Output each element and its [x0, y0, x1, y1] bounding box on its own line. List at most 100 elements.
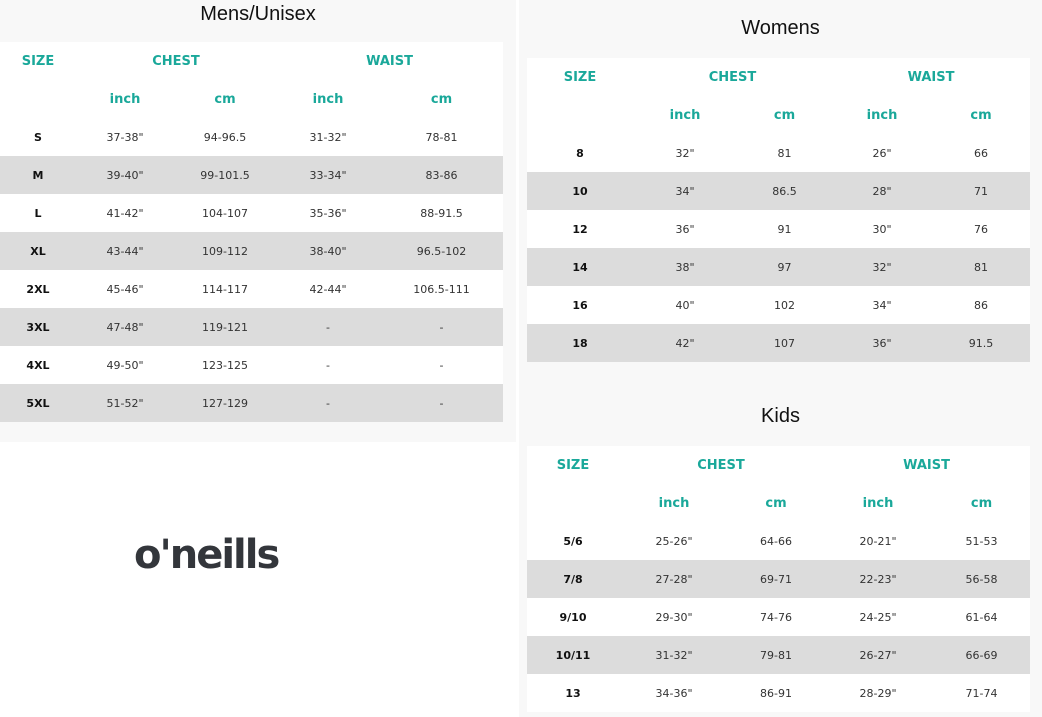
- mens-title: Mens/Unisex: [200, 3, 316, 25]
- chest-cm-header: cm: [773, 107, 796, 123]
- table-row: 4XL 49-50" 123-125 - -: [0, 346, 503, 384]
- header-row: SIZE CHEST WAIST: [527, 446, 1030, 484]
- waist-inch-cell: 26-27": [823, 636, 933, 674]
- chest-inch-cell: 29-30": [655, 610, 693, 624]
- waist-inch-cell: 31-32": [309, 130, 347, 144]
- size-cell: 10/11: [527, 636, 619, 674]
- table-row: 8 32" 81 26" 66: [527, 134, 1030, 172]
- waist-cm-cell: 81: [932, 248, 1031, 286]
- chest-header: CHEST: [708, 69, 757, 85]
- oneills-logo: o'neills: [134, 532, 280, 578]
- waist-cm-cell: 51-53: [965, 534, 998, 548]
- waist-cm-cell: 76: [974, 222, 988, 236]
- size-cell: S: [34, 130, 42, 144]
- table-row: 5XL 51-52" 127-129- -: [0, 384, 504, 422]
- chest-header: CHEST: [152, 53, 200, 69]
- waist-cm-cell: 66-69: [933, 636, 1031, 674]
- table-row: 12 36" 91 30" 76: [527, 210, 1030, 248]
- table-row: 7/8 27-28" 69-71 22-23" 56-58: [527, 560, 1031, 598]
- chest-cm-header: cm: [765, 495, 787, 511]
- waist-inch-cell: 35-36": [309, 206, 347, 220]
- size-cell: 14: [527, 248, 633, 286]
- chest-inch-header: inch: [669, 107, 701, 123]
- table-row: 10/11 31-32" 79-81 26-27" 66-69: [527, 636, 1031, 674]
- chest-inch-cell: 51-52": [76, 384, 174, 422]
- chest-inch-cell: 47-48": [76, 308, 174, 346]
- waist-inch-cell: 22-23": [823, 560, 933, 598]
- size-cell: L: [34, 206, 42, 220]
- chest-cm-header: cm: [214, 91, 236, 107]
- table-row: 10 34" 86.5 28" 71: [527, 172, 1031, 210]
- waist-cm-cell: 71: [932, 172, 1031, 210]
- waist-inch-cell: -: [276, 308, 380, 346]
- size-cell: 5/6: [563, 534, 583, 548]
- table-row: M 39-40" 99-101.5 33-34" 83-86: [0, 156, 504, 194]
- size-cell: 4XL: [26, 358, 50, 372]
- chest-cm-cell: 64-66: [760, 534, 792, 548]
- chest-inch-cell: 36": [675, 222, 695, 236]
- womens-size-table: SIZE CHEST WAIST inch cm inch cm 8 32" 81 26" 66 10 3…: [527, 58, 1031, 362]
- table-row: S 37-38" 94-96.5 31-32" 78-81: [0, 118, 503, 156]
- chest-cm-cell: 86.5: [737, 172, 832, 210]
- chest-cm-cell: 97: [737, 248, 832, 286]
- waist-cm-cell: 78-81: [425, 130, 458, 144]
- size-cell: 12: [572, 222, 588, 236]
- size-cell: XL: [0, 232, 76, 270]
- size-header: SIZE: [556, 457, 590, 473]
- chest-cm-cell: 119-121: [174, 308, 276, 346]
- waist-cm-cell: 61-64: [965, 610, 998, 624]
- table-row: 18 42" 107 36" 91.5: [527, 324, 1031, 362]
- waist-inch-cell: 30": [872, 222, 892, 236]
- waist-cm-header: cm: [430, 91, 453, 107]
- header-row: SIZE CHEST WAIST: [527, 58, 1030, 96]
- waist-cm-cell: 96.5-102: [380, 232, 504, 270]
- empty-cell: [0, 80, 76, 118]
- waist-header: WAIST: [907, 69, 955, 85]
- chest-cm-cell: 86-91: [760, 686, 792, 700]
- waist-inch-cell: 38-40": [276, 232, 380, 270]
- waist-cm-cell: 56-58: [933, 560, 1031, 598]
- waist-cm-cell: -: [380, 308, 504, 346]
- table-row: 13 34-36" 86-91 28-29" 71-74: [527, 674, 1030, 712]
- chest-cm-cell: 104-107: [202, 206, 248, 220]
- chest-inch-cell: 25-26": [655, 534, 693, 548]
- empty-cell: [527, 484, 619, 522]
- kids-size-table: SIZE CHEST WAIST inch cm inch cm 5/6 25-26" 64-66…: [527, 446, 1031, 712]
- waist-cm-cell: 86: [974, 298, 988, 312]
- table-row: 14 38" 97 32" 81: [527, 248, 1031, 286]
- chest-inch-cell: 38": [633, 248, 737, 286]
- size-cell: 2XL: [26, 282, 50, 296]
- waist-inch-cell: -: [326, 358, 330, 372]
- waist-cm-cell: -: [380, 384, 504, 422]
- size-header: SIZE: [563, 69, 597, 85]
- size-cell: 10: [527, 172, 633, 210]
- waist-cm-header: cm: [970, 107, 992, 123]
- waist-inch-cell: 42-44": [309, 282, 347, 296]
- chest-cm-cell: 123-125: [202, 358, 248, 372]
- chest-inch-header: inch: [109, 91, 141, 107]
- size-cell: 5XL: [0, 384, 76, 422]
- chest-cm-cell: 107: [737, 324, 832, 362]
- chest-inch-cell: 41-42": [106, 206, 144, 220]
- chest-cm-cell: 79-81: [729, 636, 823, 674]
- chest-inch-cell: 27-28": [619, 560, 729, 598]
- mens-size-table: SIZE CHEST WAIST inch cm inch cm S 37-38" 94-96.5…: [0, 42, 504, 422]
- waist-header: WAIST: [903, 457, 950, 473]
- size-cell: 3XL: [0, 308, 76, 346]
- waist-inch-cell: 34": [872, 298, 892, 312]
- waist-inch-cell: 32": [832, 248, 932, 286]
- waist-inch-cell: 24-25": [859, 610, 897, 624]
- chest-cm-cell: 91: [777, 222, 792, 236]
- size-cell: 8: [576, 146, 584, 160]
- chest-cm-cell: 74-76: [760, 610, 792, 624]
- chest-inch-cell: 39-40": [76, 156, 174, 194]
- size-cell: 18: [527, 324, 633, 362]
- waist-cm-header: cm: [970, 495, 993, 511]
- waist-inch-cell: 36": [832, 324, 932, 362]
- waist-cm-cell: 88-91.5: [420, 206, 463, 220]
- size-cell: 7/8: [527, 560, 619, 598]
- chest-inch-cell: 32": [675, 146, 695, 160]
- waist-cm-cell: 106.5-111: [413, 282, 470, 296]
- chest-header: CHEST: [697, 457, 745, 473]
- chest-inch-cell: 43-44": [76, 232, 174, 270]
